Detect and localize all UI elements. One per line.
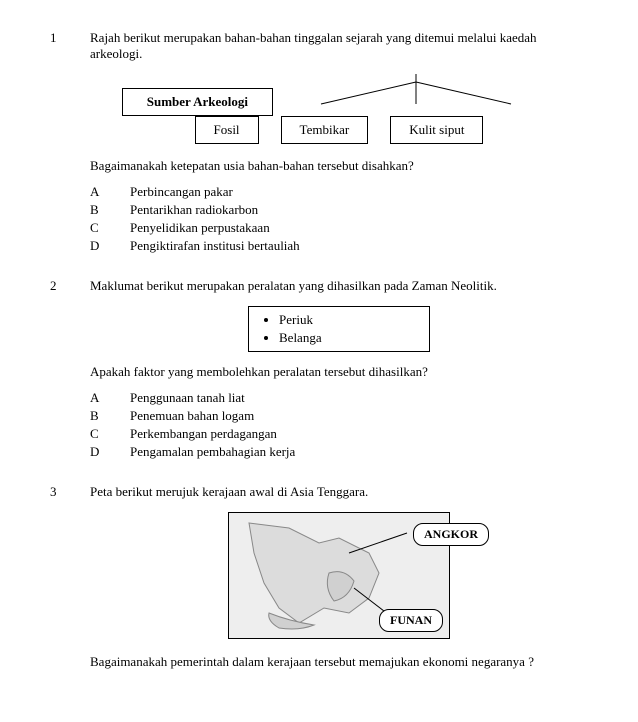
sub-question: Bagaimanakah ketepatan usia bahan-bahan … bbox=[90, 158, 588, 174]
option-letter: B bbox=[90, 408, 130, 426]
option-row: C Penyelidikan perpustakaan bbox=[90, 220, 300, 238]
map-callout-angkor: ANGKOR bbox=[413, 523, 489, 546]
tree-leaf: Fosil bbox=[195, 116, 259, 144]
option-row: D Pengiktirafan institusi bertauliah bbox=[90, 238, 300, 256]
option-text: Perkembangan perdagangan bbox=[130, 426, 295, 444]
map-figure: ANGKOR FUNAN bbox=[90, 512, 588, 642]
option-letter: C bbox=[90, 220, 130, 238]
question-body: Peta berikut merujuk kerajaan awal di As… bbox=[90, 484, 588, 680]
option-text: Penggunaan tanah liat bbox=[130, 390, 295, 408]
option-text: Penyelidikan perpustakaan bbox=[130, 220, 300, 238]
tree-diagram: Sumber Arkeologi Fosil Tembikar Kulit si… bbox=[90, 74, 588, 144]
option-letter: D bbox=[90, 444, 130, 462]
option-row: A Perbincangan pakar bbox=[90, 184, 300, 202]
options-list: A Perbincangan pakar B Pentarikhan radio… bbox=[90, 184, 300, 256]
option-letter: D bbox=[90, 238, 130, 256]
option-row: C Perkembangan perdagangan bbox=[90, 426, 295, 444]
option-row: B Pentarikhan radiokarbon bbox=[90, 202, 300, 220]
option-row: D Pengamalan pembahagian kerja bbox=[90, 444, 295, 462]
option-text: Perbincangan pakar bbox=[130, 184, 300, 202]
question-body: Maklumat berikut merupakan peralatan yan… bbox=[90, 278, 588, 462]
question-body: Rajah berikut merupakan bahan-bahan ting… bbox=[90, 30, 588, 256]
tree-connector-lines bbox=[276, 74, 556, 106]
question-2: 2 Maklumat berikut merupakan peralatan y… bbox=[50, 278, 588, 462]
option-text: Penemuan bahan logam bbox=[130, 408, 295, 426]
info-item: Periuk bbox=[279, 311, 419, 329]
question-number: 2 bbox=[50, 278, 90, 462]
sub-question: Apakah faktor yang membolehkan peralatan… bbox=[90, 364, 588, 380]
option-text: Pengiktirafan institusi bertauliah bbox=[130, 238, 300, 256]
tree-leaves-row: Fosil Tembikar Kulit siput bbox=[90, 116, 588, 144]
question-number: 1 bbox=[50, 30, 90, 256]
option-letter: C bbox=[90, 426, 130, 444]
option-row: A Penggunaan tanah liat bbox=[90, 390, 295, 408]
option-text: Pentarikhan radiokarbon bbox=[130, 202, 300, 220]
map-callout-funan: FUNAN bbox=[379, 609, 443, 632]
tree-root-box: Sumber Arkeologi bbox=[122, 88, 273, 116]
info-item: Belanga bbox=[279, 329, 419, 347]
map-frame: ANGKOR FUNAN bbox=[228, 512, 450, 639]
info-box: Periuk Belanga bbox=[248, 306, 430, 352]
tree-leaf: Tembikar bbox=[281, 116, 369, 144]
question-stem: Rajah berikut merupakan bahan-bahan ting… bbox=[90, 30, 588, 62]
option-letter: B bbox=[90, 202, 130, 220]
tree-leaf: Kulit siput bbox=[390, 116, 483, 144]
option-row: B Penemuan bahan logam bbox=[90, 408, 295, 426]
question-1: 1 Rajah berikut merupakan bahan-bahan ti… bbox=[50, 30, 588, 256]
sub-question: Bagaimanakah pemerintah dalam kerajaan t… bbox=[90, 654, 588, 670]
question-stem: Peta berikut merujuk kerajaan awal di As… bbox=[90, 484, 588, 500]
question-3: 3 Peta berikut merujuk kerajaan awal di … bbox=[50, 484, 588, 680]
question-stem: Maklumat berikut merupakan peralatan yan… bbox=[90, 278, 588, 294]
option-letter: A bbox=[90, 390, 130, 408]
option-text: Pengamalan pembahagian kerja bbox=[130, 444, 295, 462]
question-number: 3 bbox=[50, 484, 90, 680]
options-list: A Penggunaan tanah liat B Penemuan bahan… bbox=[90, 390, 295, 462]
option-letter: A bbox=[90, 184, 130, 202]
